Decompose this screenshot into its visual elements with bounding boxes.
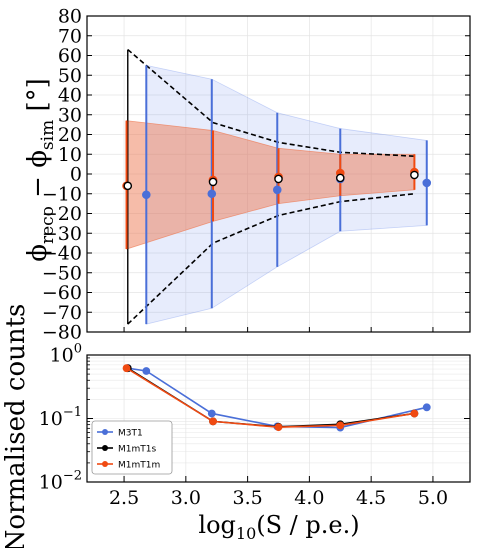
marker-m1mt1s — [274, 174, 283, 184]
legend-label: M1mT1m — [118, 461, 160, 471]
point-m3t1 — [142, 367, 151, 375]
point-m1mt1m — [122, 364, 131, 373]
top-y-tick-label: −70 — [42, 302, 82, 324]
top-panel: 80706050403020100−10−20−30−40−50−60−70−8… — [42, 6, 471, 344]
x-tick-label: 3.5 — [233, 487, 263, 509]
legend-marker — [102, 445, 108, 451]
point-m1mt1m — [209, 417, 217, 426]
top-y-tick-label: 80 — [58, 6, 82, 28]
top-y-axis-label: ϕreco − ϕsim [°] — [23, 78, 58, 262]
top-y-tick-label: 0 — [70, 164, 82, 186]
x-tick-label: 3.0 — [171, 487, 201, 509]
bottom-y-tick-label: 100 — [50, 342, 82, 367]
marker-m3t1 — [422, 178, 432, 188]
legend-marker — [102, 461, 108, 467]
top-y-tick-label: 10 — [58, 144, 82, 166]
top-y-tick-label: 30 — [58, 104, 82, 126]
x-tick-label: 2.5 — [109, 487, 139, 509]
bottom-y-tick-label: 10−1 — [39, 405, 82, 430]
top-y-tick-label: −80 — [42, 322, 82, 344]
legend-marker — [102, 429, 108, 435]
point-m1mt1m — [274, 423, 283, 432]
top-y-tick-label: −50 — [42, 262, 82, 284]
marker-m1mt1s — [335, 173, 345, 183]
x-tick-label: 5.0 — [418, 487, 448, 509]
marker-m3t1 — [272, 185, 282, 195]
top-y-tick-label: 50 — [58, 65, 82, 87]
marker-m1mt1s — [410, 170, 419, 180]
top-y-tick-label: 40 — [58, 85, 82, 107]
bottom-y-tick-label: 10−2 — [39, 469, 82, 494]
point-m3t1 — [207, 409, 216, 418]
top-y-tick-label: 70 — [58, 25, 82, 47]
marker-m3t1 — [207, 189, 217, 199]
x-axis-label: log10(S / p.e.) — [198, 511, 359, 543]
top-y-tick-label: 60 — [58, 45, 82, 67]
marker-m3t1 — [142, 190, 151, 200]
legend-label: M1mT1s — [118, 445, 156, 455]
band-m1mt1s-lower — [127, 192, 415, 325]
x-tick-label: 4.0 — [294, 487, 324, 509]
top-y-tick-label: −30 — [42, 223, 82, 245]
top-y-tick-label: −60 — [42, 282, 82, 304]
point-m3t1 — [422, 403, 431, 412]
top-y-tick-label: −40 — [42, 243, 82, 265]
x-tick-label: 4.5 — [356, 487, 386, 509]
legend-label: M3T1 — [118, 429, 143, 439]
marker-m1mt1s — [208, 177, 218, 187]
bottom-y-axis-label: Normalised counts — [1, 304, 31, 548]
legend-box — [91, 420, 173, 475]
point-m1mt1m — [410, 409, 419, 418]
top-y-tick-label: −10 — [42, 183, 82, 205]
band-m1mt1s-upper — [127, 48, 415, 158]
top-y-tick-label: −20 — [42, 203, 82, 225]
point-m1mt1m — [336, 421, 345, 430]
top-y-tick-label: 20 — [58, 124, 82, 146]
marker-m1mt1s — [123, 181, 133, 191]
legend: M3T1 M1mT1s M1mT1m — [91, 420, 173, 475]
